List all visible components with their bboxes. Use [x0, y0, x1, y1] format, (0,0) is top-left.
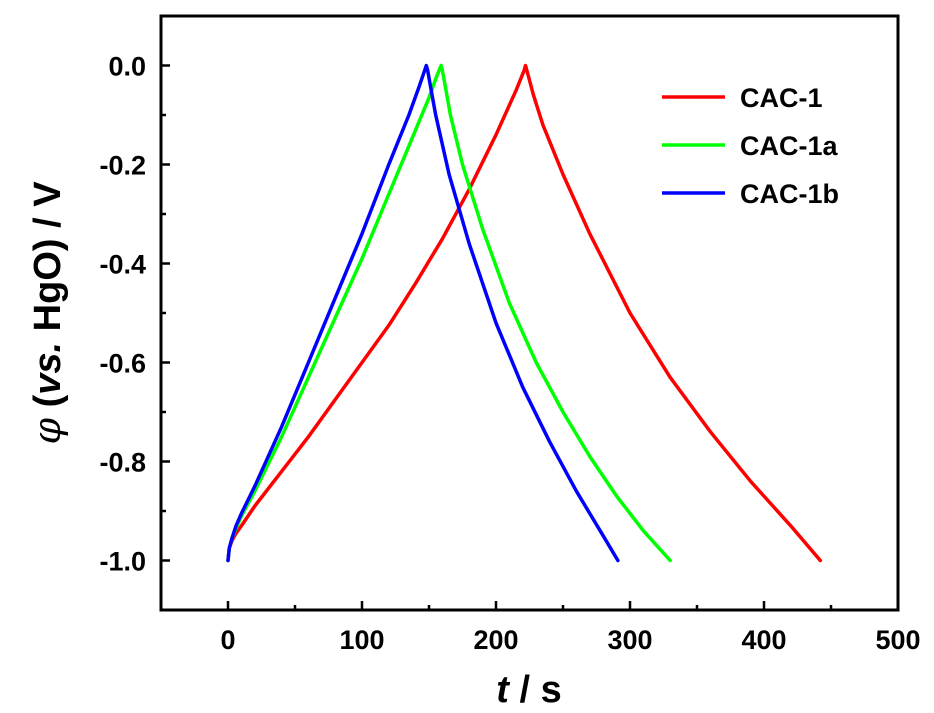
tick-labels: 0 100 200 300 400 500 0.0 -0.2 -0.4 -0.6 -0.8 -1.0 — [99, 52, 920, 656]
y-axis-rest: HgO) / V — [27, 181, 69, 342]
x-tick-label: 0 — [220, 625, 235, 655]
y-axis-open: ( — [27, 394, 69, 418]
y-tick-label: -0.6 — [99, 349, 146, 379]
x-tick-label: 300 — [607, 625, 652, 655]
x-tick-label: 100 — [339, 625, 384, 655]
series-curves — [226, 63, 823, 563]
x-axis-unit: s — [541, 669, 562, 711]
y-tick-label: -0.2 — [99, 151, 146, 181]
x-axis-title: t / s — [496, 669, 561, 711]
y-tick-label: -1.0 — [99, 547, 146, 577]
y-axis-vs: vs. — [27, 342, 69, 395]
y-tick-label: 0.0 — [108, 52, 146, 82]
x-tick-label: 500 — [875, 625, 920, 655]
series-line-cac-1b — [226, 63, 620, 563]
legend-label: CAC-1 — [740, 83, 823, 113]
series-line-cac-1 — [226, 63, 823, 563]
legend: CAC-1 CAC-1a CAC-1b — [662, 83, 839, 209]
x-axis-variable: t — [496, 669, 510, 711]
y-tick-label: -0.4 — [99, 250, 146, 280]
x-tick-label: 200 — [473, 625, 518, 655]
legend-label: CAC-1a — [740, 131, 839, 161]
series-line-cac-1a — [226, 63, 672, 563]
y-tick-label: -0.8 — [99, 448, 146, 478]
y-axis-title: φ (vs. HgO) / V — [25, 181, 69, 445]
axis-ticks — [159, 14, 900, 612]
y-axis-variable: φ — [25, 418, 69, 445]
x-axis-separator: / — [509, 669, 541, 711]
legend-label: CAC-1b — [740, 179, 839, 209]
x-tick-label: 400 — [741, 625, 786, 655]
